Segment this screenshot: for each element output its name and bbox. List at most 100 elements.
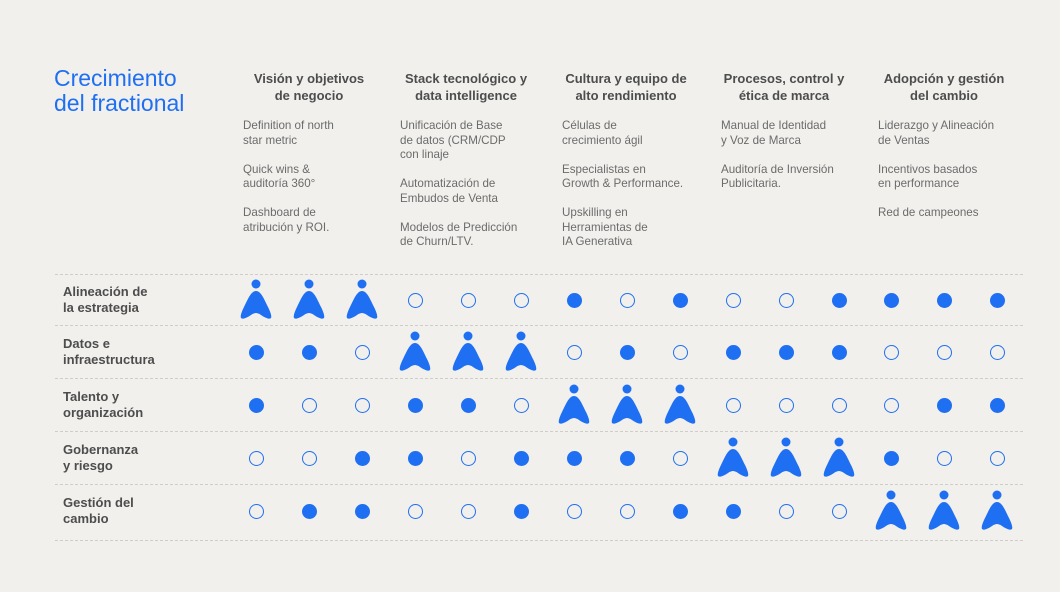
empty-dot-icon [672,450,688,466]
person-icon [504,331,538,373]
column-item-list: Definition of north star metric Quick win… [243,119,393,250]
filled-dot-icon [672,503,688,519]
row-label-line: Datos e [63,336,110,351]
column-heading-line: ética de marca [738,88,830,103]
column-item-list: Unificación de Base de datos (CRM/CDP co… [400,119,550,264]
column-item: Unificación de Base de datos (CRM/CDP co… [400,119,506,161]
column-item: Red de campeones [878,206,979,219]
row-label-line: Gobernanza [63,442,139,457]
empty-dot-icon [460,450,476,466]
person-icon [345,279,379,321]
row-label-line: organización [63,405,144,420]
row-divider [55,274,1023,275]
empty-dot-icon [619,292,635,308]
column-item: Manual de Identidad y Voz de Marca [721,119,827,147]
column-heading: Adopción y gestión del cambio [869,70,1019,104]
column-heading: Stack tecnológico y data intelligence [391,70,541,104]
empty-dot-icon [831,503,847,519]
filled-dot-icon [989,397,1005,413]
person-icon [716,437,750,479]
filled-dot-icon [883,450,899,466]
empty-dot-icon [354,344,370,360]
empty-dot-icon [460,292,476,308]
person-icon [239,279,273,321]
row-label: Datos e infraestructura [63,336,155,368]
column-item: Dashboard de atribución y ROI. [243,206,330,234]
filled-dot-icon [354,503,370,519]
column-item: Quick wins & auditoría 360° [243,162,316,191]
row-divider [55,378,1023,379]
person-icon [292,279,326,321]
filled-dot-icon [619,344,635,360]
empty-dot-icon [566,344,582,360]
person-icon [980,490,1014,532]
filled-dot-icon [566,292,582,308]
column-heading: Visión y objetivos de negocio [234,70,384,104]
filled-dot-icon [989,292,1005,308]
filled-dot-icon [407,450,423,466]
filled-dot-icon [513,450,529,466]
column-item: Upskilling en Herramientas de IA Generat… [562,206,648,248]
filled-dot-icon [778,344,794,360]
row-divider [55,484,1023,485]
empty-dot-icon [778,503,794,519]
filled-dot-icon [831,344,847,360]
filled-dot-icon [831,292,847,308]
row-label: Gestión del cambio [63,495,134,527]
row-label-line: la estrategia [63,300,139,315]
person-icon [398,331,432,373]
empty-dot-icon [831,397,847,413]
empty-dot-icon [513,292,529,308]
person-icon [663,384,697,426]
empty-dot-icon [989,344,1005,360]
column-item-list: Células de crecimiento ágil Especialistas… [562,119,712,264]
empty-dot-icon [566,503,582,519]
column-heading-line: alto rendimiento [575,88,677,103]
column-heading-line: Visión y objetivos [253,71,365,86]
person-icon [769,437,803,479]
empty-dot-icon [989,450,1005,466]
empty-dot-icon [248,503,264,519]
column-item: Especialistas en Growth & Performance. [562,162,684,191]
empty-dot-icon [407,292,423,308]
empty-dot-icon [778,292,794,308]
column-heading-line: del cambio [910,88,978,103]
filled-dot-icon [672,292,688,308]
filled-dot-icon [248,344,264,360]
filled-dot-icon [460,397,476,413]
person-icon [927,490,961,532]
filled-dot-icon [725,503,741,519]
column-item: Definition of north star metric [243,119,334,147]
row-label-line: Talento y [63,389,120,404]
row-label-line: Alineación de [63,284,148,299]
row-divider [55,325,1023,326]
filled-dot-icon [725,344,741,360]
column-heading-line: Procesos, control y [723,71,845,86]
empty-dot-icon [354,397,370,413]
column-heading: Cultura y equipo de alto rendimiento [551,70,701,104]
filled-dot-icon [513,503,529,519]
column-item-list: Manual de Identidad y Voz de Marca Audito… [721,119,871,206]
filled-dot-icon [566,450,582,466]
empty-dot-icon [778,397,794,413]
filled-dot-icon [407,397,423,413]
empty-dot-icon [883,344,899,360]
person-icon [822,437,856,479]
empty-dot-icon [725,292,741,308]
row-label-line: cambio [63,511,109,526]
column-item: Liderazgo y Alineación de Ventas [878,119,995,147]
row-label: Alineación de la estrategia [63,284,148,316]
row-divider [55,540,1023,541]
row-label: Gobernanza y riesgo [63,442,138,474]
column-heading-line: Adopción y gestión [883,71,1005,86]
filled-dot-icon [301,344,317,360]
empty-dot-icon [301,450,317,466]
empty-dot-icon [460,503,476,519]
column-heading: Procesos, control y ética de marca [709,70,859,104]
filled-dot-icon [619,450,635,466]
row-label-line: infraestructura [63,352,155,367]
empty-dot-icon [619,503,635,519]
empty-dot-icon [672,344,688,360]
column-heading-line: Stack tecnológico y [404,71,528,86]
column-item: Incentivos basados en performance [878,162,978,191]
